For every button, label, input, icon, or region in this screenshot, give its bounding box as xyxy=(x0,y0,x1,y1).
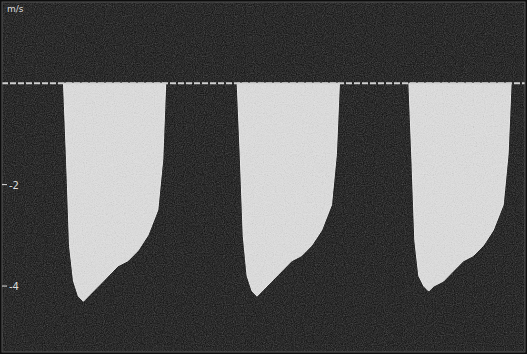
frame xyxy=(2,2,525,352)
y-tick xyxy=(2,184,7,185)
baseline xyxy=(2,82,525,84)
background xyxy=(0,0,527,354)
y-tick-label: -4 xyxy=(9,281,19,292)
y-tick-label: -2 xyxy=(9,180,19,191)
plot-area xyxy=(2,2,525,352)
speckle xyxy=(2,2,525,352)
chart: -4 -2 m/s xyxy=(0,0,527,354)
y-axis-title: m/s xyxy=(7,4,24,14)
y-tick xyxy=(2,286,7,287)
